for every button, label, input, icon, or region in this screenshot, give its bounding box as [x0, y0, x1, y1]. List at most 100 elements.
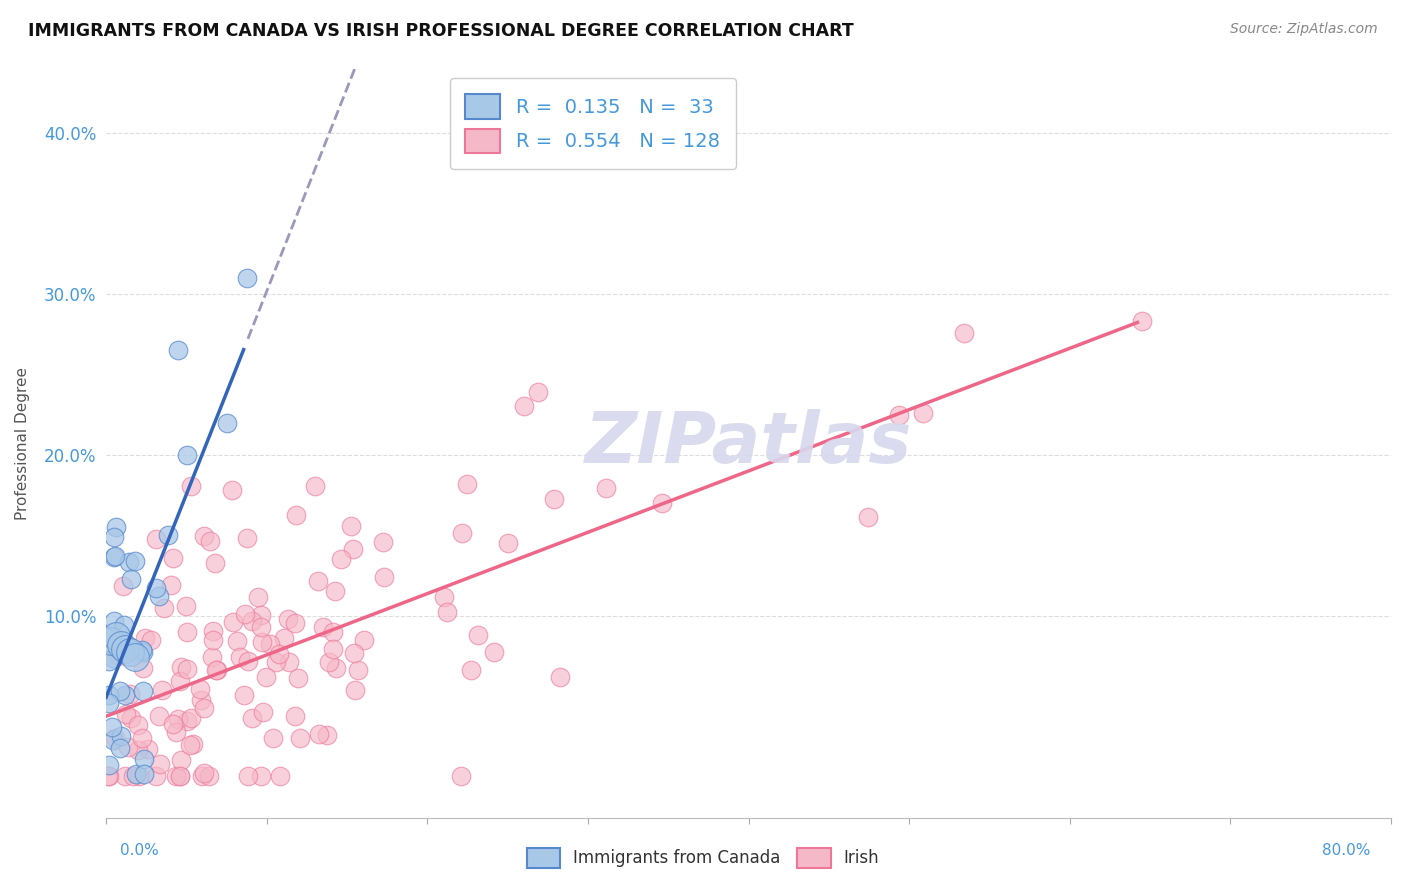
Point — [325, 661, 347, 675]
Point — [170, 753, 193, 767]
Point — [236, 654, 259, 668]
Point — [322, 641, 344, 656]
Point — [222, 615, 245, 629]
Point — [148, 709, 170, 723]
Point — [98, 654, 121, 668]
Point — [269, 647, 291, 661]
Point — [311, 620, 333, 634]
Point — [120, 645, 142, 659]
Point — [595, 481, 617, 495]
Point — [207, 663, 229, 677]
Point — [127, 743, 149, 757]
Point — [114, 769, 136, 783]
Point — [118, 687, 141, 701]
Point — [110, 729, 132, 743]
Point — [1130, 314, 1153, 328]
Point — [436, 605, 458, 619]
Point — [166, 343, 188, 357]
Point — [287, 671, 309, 685]
Point — [450, 769, 472, 783]
Point — [104, 731, 127, 745]
Point — [246, 590, 269, 604]
Point — [132, 645, 155, 659]
Point — [98, 758, 121, 772]
Point — [132, 684, 155, 698]
Point — [176, 662, 198, 676]
Point — [132, 767, 155, 781]
Point — [145, 769, 167, 783]
Point — [482, 645, 505, 659]
Point — [887, 408, 910, 422]
Point — [953, 326, 976, 340]
Point — [108, 684, 131, 698]
Point — [139, 633, 162, 648]
Legend: R =  0.135   N =  33, R =  0.554   N = 128: R = 0.135 N = 33, R = 0.554 N = 128 — [450, 78, 735, 169]
Y-axis label: Professional Degree: Professional Degree — [15, 367, 30, 520]
Point — [98, 697, 121, 711]
Point — [176, 714, 198, 728]
Point — [451, 526, 474, 541]
Point — [127, 718, 149, 732]
Point — [318, 655, 340, 669]
Point — [165, 724, 187, 739]
Point — [277, 612, 299, 626]
Point — [169, 674, 191, 689]
Point — [343, 646, 366, 660]
Point — [288, 731, 311, 745]
Point — [148, 589, 170, 603]
Point — [232, 688, 254, 702]
Point — [242, 711, 264, 725]
Point — [128, 769, 150, 783]
Legend: Immigrants from Canada, Irish: Immigrants from Canada, Irish — [520, 841, 886, 875]
Point — [284, 708, 307, 723]
Point — [323, 584, 346, 599]
Point — [856, 509, 879, 524]
Point — [204, 557, 226, 571]
Point — [249, 607, 271, 622]
Point — [174, 599, 197, 613]
Point — [118, 555, 141, 569]
Point — [110, 639, 132, 653]
Point — [101, 650, 124, 665]
Point — [134, 631, 156, 645]
Point — [104, 520, 127, 534]
Point — [202, 633, 225, 648]
Point — [254, 670, 277, 684]
Point — [432, 591, 454, 605]
Point — [198, 769, 221, 783]
Point — [285, 508, 308, 522]
Point — [250, 619, 273, 633]
Point — [103, 614, 125, 628]
Point — [526, 384, 548, 399]
Point — [131, 731, 153, 745]
Point — [132, 752, 155, 766]
Point — [125, 767, 148, 781]
Point — [250, 635, 273, 649]
Point — [114, 617, 136, 632]
Point — [330, 552, 353, 566]
Point — [193, 766, 215, 780]
Point — [252, 705, 274, 719]
Point — [97, 769, 120, 783]
Point — [169, 769, 191, 783]
Point — [176, 448, 198, 462]
Point — [188, 681, 211, 696]
Point — [250, 769, 273, 783]
Point — [104, 629, 127, 643]
Point — [122, 769, 145, 783]
Point — [170, 660, 193, 674]
Point — [103, 550, 125, 565]
Point — [101, 733, 124, 747]
Point — [193, 529, 215, 543]
Point — [114, 688, 136, 702]
Point — [373, 534, 395, 549]
Point — [180, 479, 202, 493]
Point — [215, 416, 238, 430]
Point — [304, 479, 326, 493]
Point — [150, 683, 173, 698]
Point — [149, 757, 172, 772]
Point — [176, 625, 198, 640]
Point — [162, 551, 184, 566]
Point — [236, 531, 259, 545]
Point — [156, 528, 179, 542]
